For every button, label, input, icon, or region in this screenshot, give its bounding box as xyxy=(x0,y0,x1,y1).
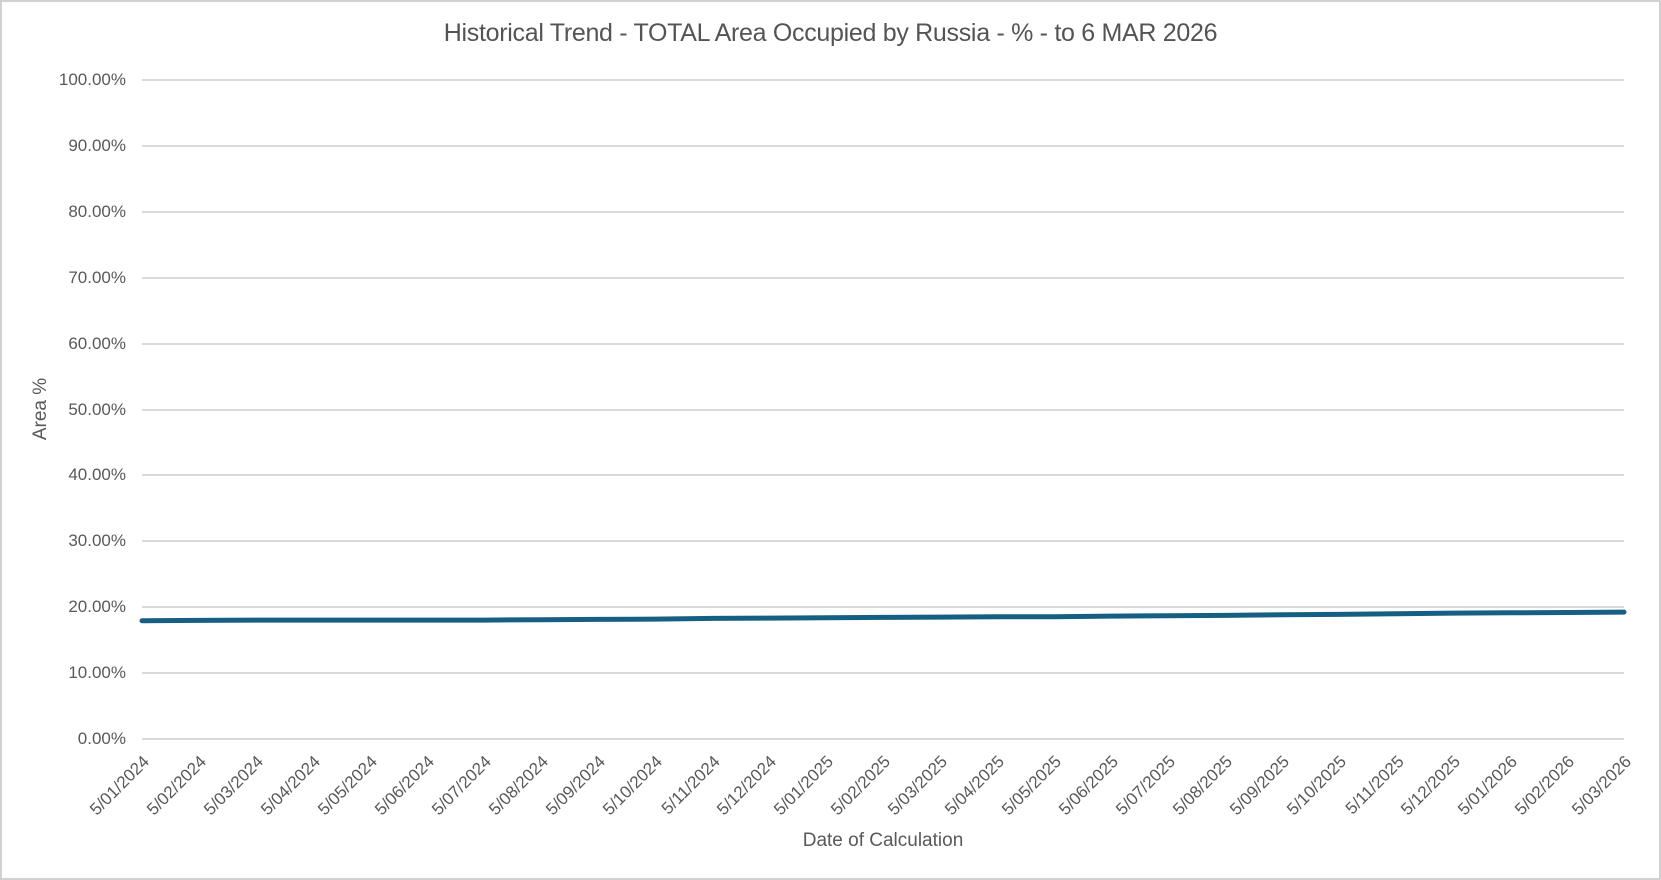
gridline xyxy=(142,144,1624,147)
y-axis-tick-label: 20.00% xyxy=(68,597,126,617)
gridline xyxy=(142,276,1624,279)
y-axis-tick-label: 10.00% xyxy=(68,663,126,683)
y-axis-tick-label: 60.00% xyxy=(68,333,126,353)
chart-title: Historical Trend - TOTAL Area Occupied b… xyxy=(443,19,1218,47)
x-axis-title: Date of Calculation xyxy=(802,830,964,851)
gridline xyxy=(142,342,1624,345)
gridline xyxy=(142,606,1624,609)
y-axis-tick-label: 30.00% xyxy=(68,531,126,551)
gridline xyxy=(142,79,1624,81)
y-axis-tick-label: 80.00% xyxy=(68,201,126,221)
y-axis-tick-label: 50.00% xyxy=(68,399,126,419)
y-axis-tick-label: 0.00% xyxy=(77,729,126,748)
y-axis-tick-label: 40.00% xyxy=(68,465,126,485)
gridline xyxy=(142,408,1624,411)
y-axis-tick-label: 70.00% xyxy=(68,267,126,287)
y-axis-title: Area % xyxy=(30,377,52,440)
gridline xyxy=(142,474,1624,477)
gridline xyxy=(142,210,1624,213)
gridline xyxy=(142,738,1624,740)
gridline xyxy=(142,540,1624,543)
y-axis-tick-label: 90.00% xyxy=(68,135,126,155)
trend-line xyxy=(139,609,1627,624)
y-axis-tick-label: 100.00% xyxy=(58,70,126,89)
gridline xyxy=(142,672,1624,675)
